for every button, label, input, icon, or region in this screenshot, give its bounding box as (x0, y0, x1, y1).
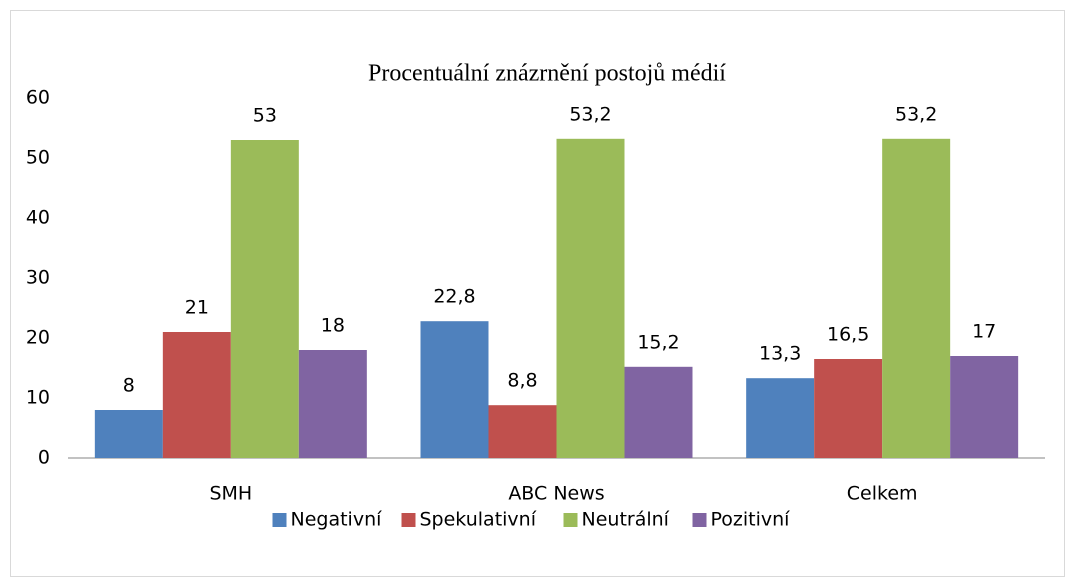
y-tick-label: 30 (26, 267, 50, 289)
legend-swatch (272, 513, 287, 527)
y-tick-label: 10 (26, 387, 50, 409)
data-label: 17 (972, 321, 996, 343)
bar (556, 138, 625, 459)
legend-label: Neutrální (582, 509, 670, 531)
x-tick-label: SMH (209, 483, 252, 505)
bar (624, 366, 693, 458)
data-label: 8 (123, 375, 135, 397)
bar (882, 138, 951, 459)
legend-swatch (692, 513, 707, 527)
data-label: 22,8 (433, 286, 475, 308)
legend-label: Spekulativní (420, 509, 537, 531)
bar (298, 350, 367, 458)
data-label: 13,3 (759, 343, 801, 365)
legend-swatch (401, 513, 416, 527)
data-label: 16,5 (827, 324, 869, 346)
bar (230, 140, 299, 458)
bar (94, 410, 163, 458)
y-tick-label: 0 (38, 447, 50, 469)
data-label: 53 (253, 105, 277, 127)
y-tick-label: 40 (26, 207, 50, 229)
data-label: 18 (321, 315, 345, 337)
data-label: 8,8 (507, 370, 537, 392)
data-label: 15,2 (637, 331, 679, 353)
legend-label: Pozitivní (711, 509, 791, 531)
x-tick-label: ABC News (508, 483, 604, 505)
bar (814, 359, 883, 458)
data-label: 53,2 (569, 103, 611, 125)
x-tick-label: Celkem (847, 483, 918, 505)
bar (162, 332, 231, 458)
bar (420, 321, 489, 458)
y-tick-label: 50 (26, 147, 50, 169)
bar (950, 356, 1019, 458)
bar (746, 378, 815, 458)
legend-swatch (563, 513, 578, 527)
bar (488, 405, 557, 458)
legend-label: Negativní (291, 509, 383, 531)
data-label: 21 (185, 297, 209, 319)
data-label: 53,2 (895, 103, 937, 125)
chart-title: Procentuální znázrnění postojů médií (368, 61, 726, 87)
y-tick-label: 20 (26, 327, 50, 349)
y-tick-label: 60 (26, 87, 50, 109)
